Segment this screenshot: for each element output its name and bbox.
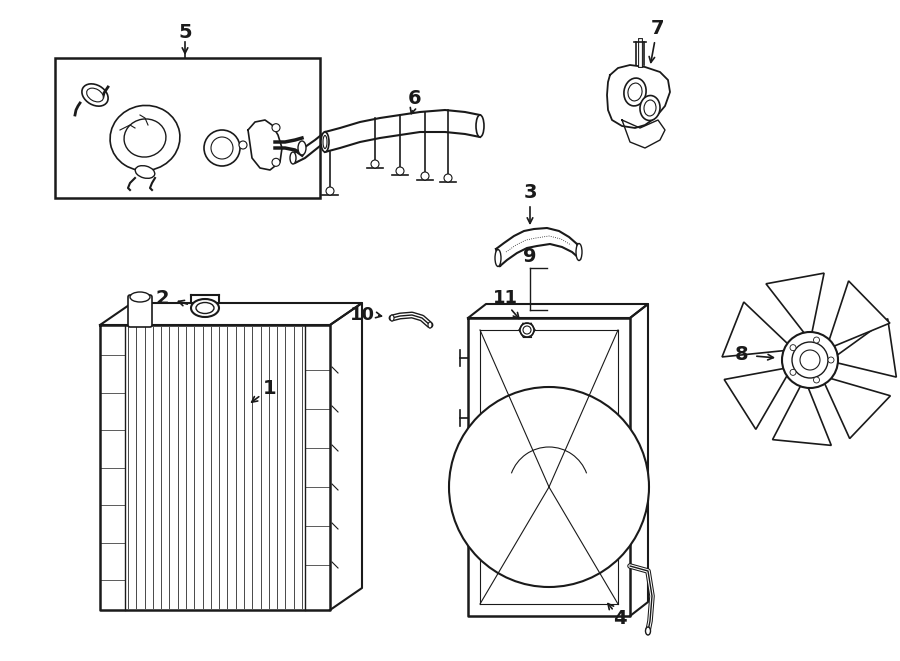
Text: 6: 6 <box>409 89 422 108</box>
Polygon shape <box>829 281 890 347</box>
Ellipse shape <box>86 88 104 102</box>
Ellipse shape <box>298 141 306 155</box>
Ellipse shape <box>321 132 329 152</box>
Circle shape <box>444 174 452 182</box>
Ellipse shape <box>576 243 582 260</box>
Circle shape <box>326 187 334 195</box>
Circle shape <box>790 344 796 350</box>
Circle shape <box>792 342 828 378</box>
FancyBboxPatch shape <box>128 295 152 327</box>
Ellipse shape <box>624 78 646 106</box>
Ellipse shape <box>323 136 327 149</box>
Circle shape <box>800 350 820 370</box>
Ellipse shape <box>390 315 394 321</box>
Polygon shape <box>722 302 789 357</box>
Ellipse shape <box>640 96 660 120</box>
Ellipse shape <box>110 105 180 171</box>
Ellipse shape <box>644 100 656 116</box>
Circle shape <box>272 159 280 167</box>
Circle shape <box>239 141 247 149</box>
Ellipse shape <box>135 166 155 178</box>
Circle shape <box>211 137 233 159</box>
Text: 11: 11 <box>492 289 517 307</box>
Bar <box>55 58 320 198</box>
Circle shape <box>371 160 379 168</box>
Circle shape <box>523 326 531 334</box>
Circle shape <box>814 377 820 383</box>
Circle shape <box>782 332 838 388</box>
Text: 3: 3 <box>523 182 536 202</box>
Circle shape <box>814 337 820 343</box>
Ellipse shape <box>476 115 484 137</box>
Circle shape <box>449 387 649 587</box>
Text: 1: 1 <box>263 379 277 397</box>
Ellipse shape <box>645 627 651 635</box>
Ellipse shape <box>191 299 219 317</box>
Text: 8: 8 <box>735 346 749 364</box>
Text: 9: 9 <box>523 247 536 266</box>
Circle shape <box>790 369 796 375</box>
Polygon shape <box>824 378 890 438</box>
Circle shape <box>396 167 404 175</box>
Ellipse shape <box>428 322 432 328</box>
Circle shape <box>828 357 834 363</box>
Text: 4: 4 <box>613 609 626 627</box>
Ellipse shape <box>290 152 296 164</box>
Ellipse shape <box>196 303 214 313</box>
Ellipse shape <box>130 292 150 302</box>
Text: 5: 5 <box>178 22 192 42</box>
Polygon shape <box>766 273 824 334</box>
Circle shape <box>520 323 534 337</box>
Circle shape <box>204 130 240 166</box>
Polygon shape <box>724 368 788 430</box>
Ellipse shape <box>82 84 108 106</box>
Text: 10: 10 <box>349 306 374 324</box>
Circle shape <box>421 172 429 180</box>
Circle shape <box>272 124 280 132</box>
Text: 7: 7 <box>652 19 665 38</box>
Polygon shape <box>836 319 896 377</box>
Ellipse shape <box>628 83 642 101</box>
Polygon shape <box>772 385 832 446</box>
Ellipse shape <box>495 249 501 266</box>
Ellipse shape <box>124 119 166 157</box>
Text: 2: 2 <box>155 288 169 307</box>
